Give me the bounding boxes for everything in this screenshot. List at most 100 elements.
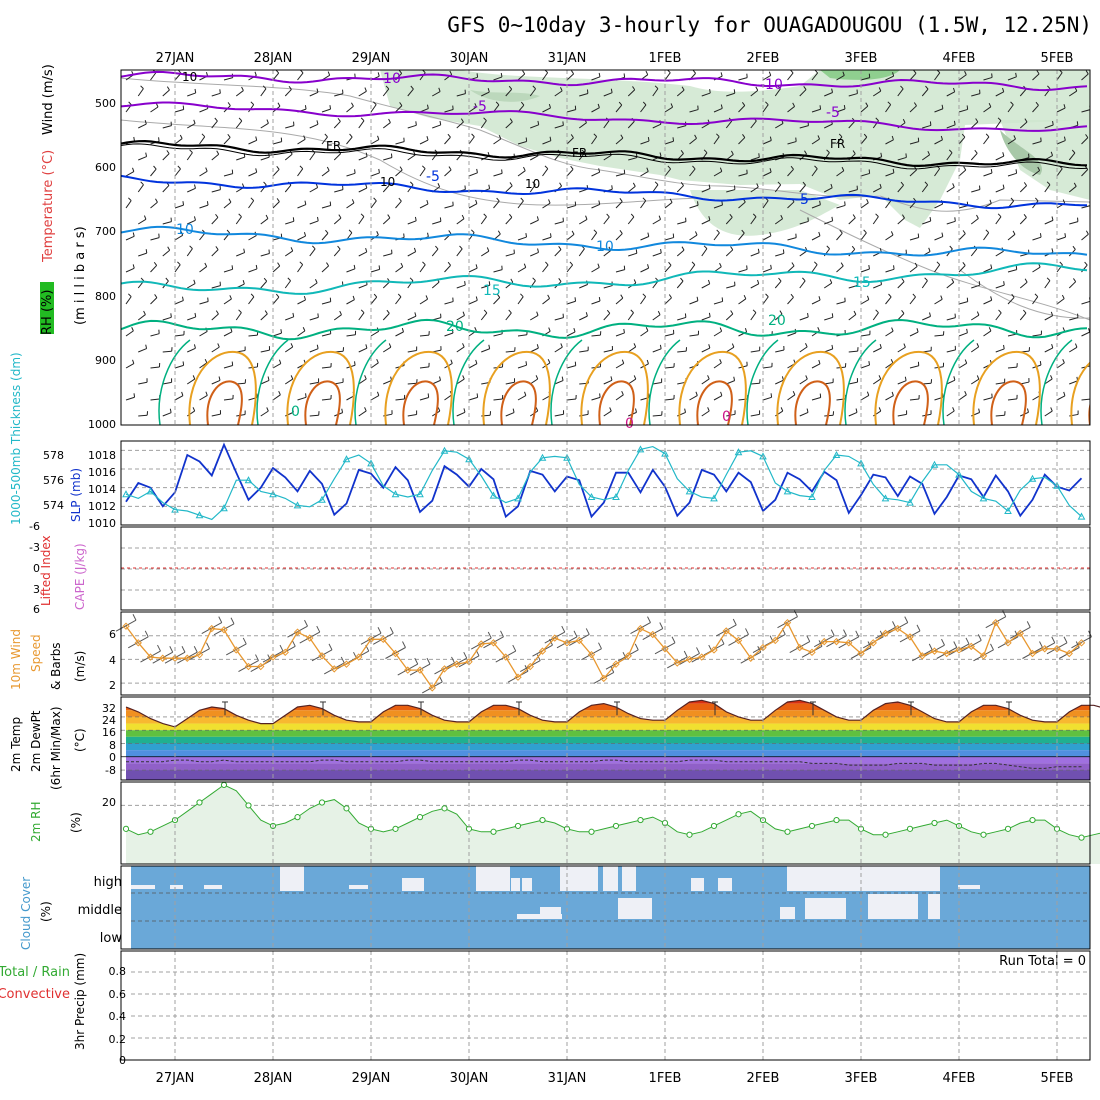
wind-speed-series xyxy=(122,618,1086,692)
wind-barb-shaft xyxy=(1081,300,1090,305)
wind-barb-shaft xyxy=(407,220,417,225)
wind-barb-flag xyxy=(1088,328,1090,333)
wind-barb-flag xyxy=(703,245,708,249)
wind-barb-flag xyxy=(924,181,929,186)
wind-barb-flag xyxy=(548,103,551,109)
wind-barb-shaft xyxy=(517,73,526,81)
wind-barb-shaft xyxy=(138,414,148,417)
wind-barb-shaft xyxy=(628,157,638,161)
wind-barb-shaft xyxy=(223,137,231,145)
wind-barb-flag xyxy=(900,181,904,186)
wind-barb-flag xyxy=(865,102,869,107)
wind-barb-shaft xyxy=(640,267,649,273)
wind-barb-flag xyxy=(241,183,245,188)
wind-barb-shaft xyxy=(958,332,968,337)
wind-barb-flag xyxy=(805,375,808,380)
upper-air-panel: -10 -5 -10 -5 FR FR FR -5 -5 10 10 15 15… xyxy=(40,64,1090,432)
wind-barb-shaft xyxy=(603,216,610,225)
wind-barb-flag xyxy=(619,230,623,234)
date-label: 4FEB xyxy=(943,1071,976,1086)
wind-barb-shaft xyxy=(566,331,576,337)
wind-barb-flag xyxy=(692,70,696,74)
wind-barb-flag xyxy=(962,261,966,266)
wind-barb-flag xyxy=(192,407,196,412)
wind-barb-shaft xyxy=(897,88,904,97)
wind-barb-shaft xyxy=(530,124,539,129)
wind-barb-flag xyxy=(598,296,601,302)
wind-barb-shaft xyxy=(1007,269,1017,273)
wind-speed-marker xyxy=(477,640,485,648)
wind-barb-flag xyxy=(752,309,757,313)
wind-barb-flag xyxy=(924,277,928,282)
wind-barb-shaft xyxy=(983,172,993,177)
wind-barb-flag xyxy=(707,279,711,284)
wind-barb-shaft xyxy=(1044,184,1051,193)
wind-barb-shaft xyxy=(456,284,466,289)
rh-legend-swatch xyxy=(40,282,54,334)
wind-barb-flag xyxy=(303,295,306,301)
wind-speed-marker xyxy=(391,649,400,658)
wind-speed-marker xyxy=(747,654,755,662)
wind-barb-flag xyxy=(449,70,453,75)
wind-speed-marker xyxy=(440,665,449,673)
wind-barb-flag xyxy=(287,277,291,282)
wind-speed-marker xyxy=(832,637,841,646)
wind-barb-flag xyxy=(360,117,365,122)
surface-barb-flag xyxy=(573,630,578,638)
wind-barb-shaft xyxy=(1056,140,1066,145)
wind-barb-flag xyxy=(128,197,132,202)
wind-barb-flag xyxy=(855,408,858,413)
wind-barb-shaft xyxy=(285,316,294,321)
wind-barb-flag xyxy=(192,375,196,380)
rh-marker xyxy=(392,825,399,832)
wind-barb-flag xyxy=(901,214,905,219)
wind-barb-flag xyxy=(483,309,488,314)
wind-barb-flag xyxy=(262,85,267,90)
wind-barb-shaft xyxy=(689,334,699,337)
date-label: 2FEB xyxy=(747,51,780,66)
wind-barb-shaft xyxy=(603,120,610,129)
wind-barb-flag xyxy=(863,133,868,138)
wind-barb-flag xyxy=(559,182,563,187)
wind-barb-flag xyxy=(280,329,283,334)
wind-barb-shaft xyxy=(811,168,818,177)
wind-speed-marker xyxy=(869,639,877,647)
surface-barb-flag xyxy=(157,644,161,652)
wind-barb-shaft xyxy=(431,248,439,257)
wind-barb-shaft xyxy=(738,173,748,177)
wind-barb-shaft xyxy=(738,268,748,273)
wind-barb-flag xyxy=(143,310,146,315)
wind-barb-flag xyxy=(177,165,181,170)
wind-barb-shaft xyxy=(787,394,796,401)
wind-barb-shaft xyxy=(934,298,943,305)
wind-barb-shaft xyxy=(922,220,931,225)
wind-barb-flag xyxy=(461,214,465,219)
wind-barb-flag xyxy=(448,166,452,171)
wind-barb-shaft xyxy=(1032,334,1042,337)
wind-barb-shaft xyxy=(922,124,932,129)
wind-barb-shaft xyxy=(174,364,184,369)
wind-barb-shaft xyxy=(358,312,365,321)
wind-barb-flag xyxy=(132,232,135,237)
contour-label: -10 xyxy=(378,71,401,87)
wind-speed-marker xyxy=(992,618,1000,627)
wind-barb-shaft xyxy=(970,152,978,161)
wind-barb-shaft xyxy=(726,285,736,289)
wind-barb-flag xyxy=(879,183,882,188)
wind-barb-shaft xyxy=(150,297,158,305)
wind-barb-shaft xyxy=(1069,380,1078,385)
wind-barb-flag xyxy=(409,277,414,281)
wind-barb-shaft xyxy=(542,298,550,305)
wind-barb-shaft xyxy=(885,234,894,241)
wind-barb-shaft xyxy=(885,104,892,113)
wind-barb-shaft xyxy=(150,333,160,337)
wind-barb-shaft xyxy=(836,108,846,113)
wind-barb-shaft xyxy=(787,201,795,209)
temp-bubble xyxy=(482,350,551,425)
wind-barb-flag xyxy=(1050,311,1054,316)
wind-barb-shaft xyxy=(346,299,355,305)
temp-band xyxy=(126,700,1090,704)
wind-barb-shaft xyxy=(517,236,527,241)
wind-barb-flag xyxy=(792,391,796,396)
wind-barb-flag xyxy=(696,296,699,301)
